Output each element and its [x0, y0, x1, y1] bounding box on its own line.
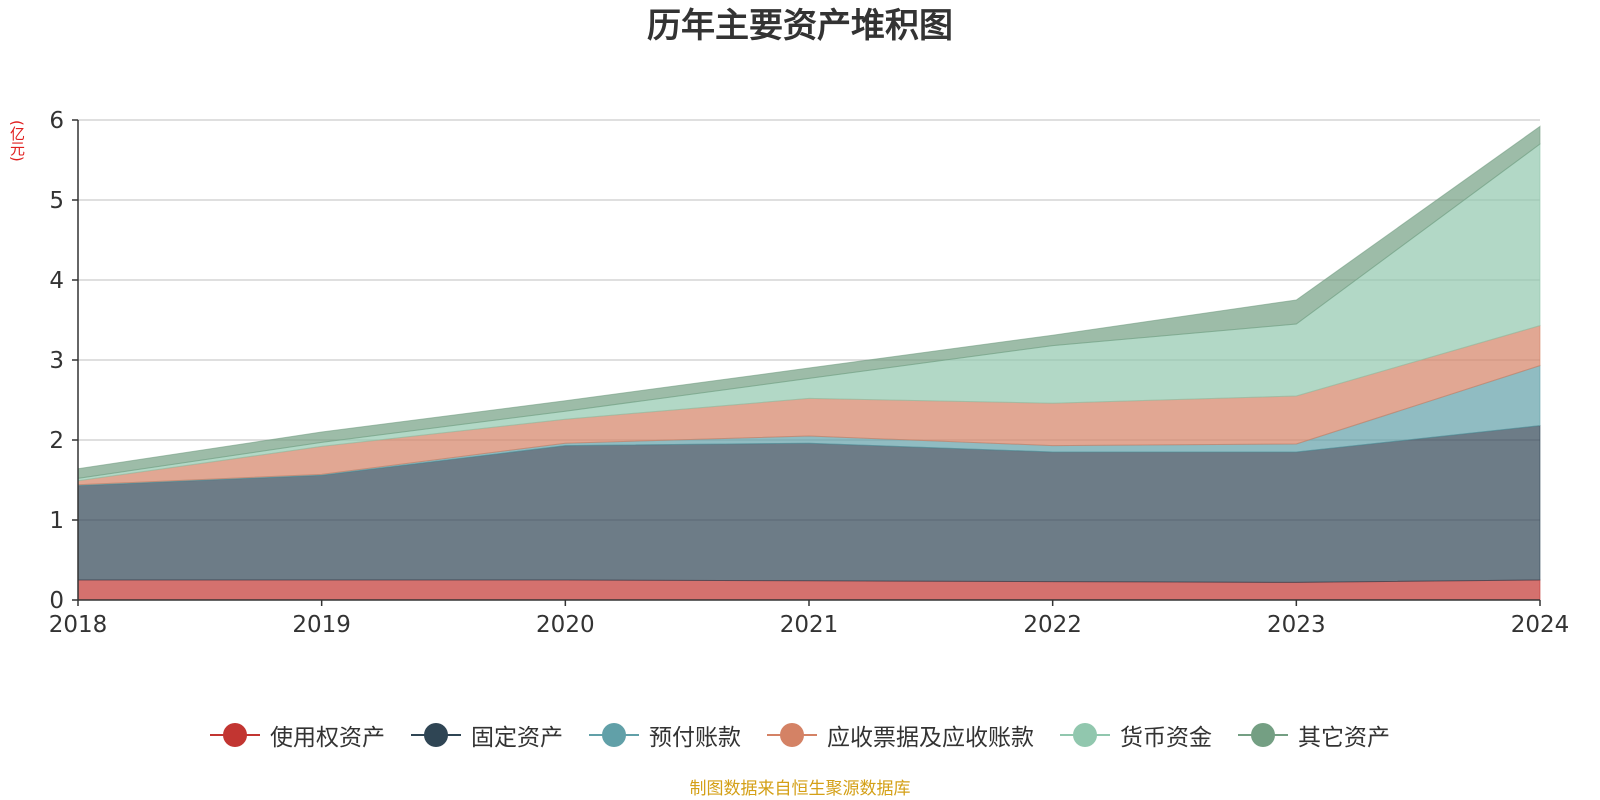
legend-item-2[interactable]: 固定资产: [411, 718, 563, 752]
legend-marker-icon: [1060, 722, 1110, 748]
legend-item-4[interactable]: 应收票据及应收账款: [767, 718, 1034, 752]
legend-marker-icon: [589, 722, 639, 748]
legend-marker-icon: [210, 722, 260, 748]
x-tick-label: 2022: [1023, 612, 1082, 638]
axes: 0 1 2 3 4 5 6 2018 2019 2020 2021 2022 2023 2024: [49, 108, 1570, 638]
x-tick-label: 2021: [780, 612, 839, 638]
legend-item-6[interactable]: 其它资产: [1238, 718, 1390, 752]
legend-marker-icon: [411, 722, 461, 748]
area-series-1: [77, 579, 1541, 601]
legend-marker-icon: [767, 722, 817, 748]
legend-item-3[interactable]: 预付账款: [589, 718, 741, 752]
x-tick-label: 2020: [536, 612, 595, 638]
y-tick-label: 4: [49, 268, 64, 294]
y-tick-label: 3: [49, 348, 64, 374]
legend-item-5[interactable]: 货币资金: [1060, 718, 1212, 752]
legend-label: 货币资金: [1120, 725, 1212, 751]
x-tick-label: 2019: [292, 612, 351, 638]
chart-title: 历年主要资产堆积图: [647, 6, 953, 46]
legend-item-1[interactable]: 使用权资产: [210, 718, 385, 752]
y-tick-label: 1: [49, 508, 64, 534]
legend-label: 预付账款: [649, 725, 741, 751]
area-series-6: [77, 125, 1541, 479]
legend-label: 其它资产: [1298, 725, 1390, 751]
y-tick-label: 0: [49, 588, 64, 614]
legend-marker-icon: [1238, 722, 1288, 748]
x-tick-label: 2018: [49, 612, 108, 638]
legend-label: 应收票据及应收账款: [827, 725, 1034, 751]
y-axis-label: (亿元): [8, 120, 26, 162]
stacked-area-chart: 0 1 2 3 4 5 6 2018 2019 2020 2021 2022 2023 2024: [49, 108, 1570, 638]
y-tick-label: 6: [49, 108, 64, 134]
x-tick-label: 2024: [1511, 612, 1570, 638]
legend: 使用权资产 固定资产 预付账款 应收票据及应收账款 货币资金 其它资产: [0, 718, 1600, 752]
source-note: 制图数据来自恒生聚源数据库: [689, 779, 911, 799]
legend-label: 固定资产: [471, 725, 563, 751]
y-tick-label: 2: [49, 428, 64, 454]
y-tick-label: 5: [49, 188, 64, 214]
legend-label: 使用权资产: [270, 725, 385, 751]
area-series: [77, 125, 1541, 601]
x-tick-label: 2023: [1267, 612, 1326, 638]
